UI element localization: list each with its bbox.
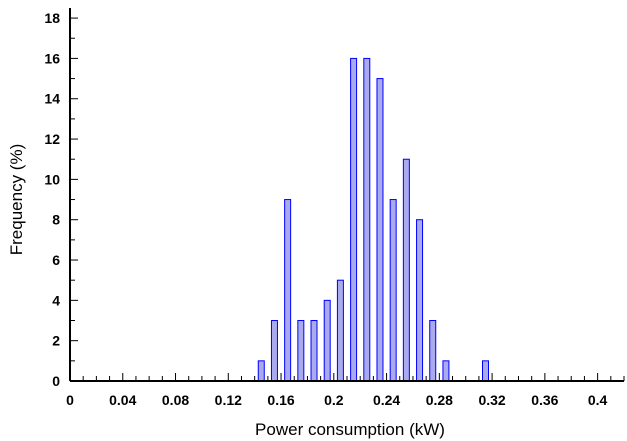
x-tick-label: 0.12 [215, 392, 242, 408]
y-ticks-group: 0 2 4 6 8 10 12 14 16 18 [44, 10, 78, 389]
y-tick-label: 16 [44, 50, 60, 66]
histogram-bar [297, 320, 305, 382]
x-tick-label: 0.2 [324, 392, 344, 408]
histogram-bar [429, 320, 437, 382]
y-axis-title: Frequency (%) [7, 144, 26, 255]
histogram-bar [323, 299, 331, 382]
histogram-bar [257, 360, 265, 382]
y-tick-label: 10 [44, 171, 60, 187]
histogram-bar [284, 199, 292, 382]
x-tick-label: 0.28 [426, 392, 453, 408]
histogram-bar [416, 219, 424, 382]
histogram-bar [376, 78, 384, 382]
histogram-bar [402, 158, 410, 382]
x-tick-label: 0.08 [162, 392, 189, 408]
y-tick-label: 8 [52, 212, 60, 228]
y-tick-label: 0 [52, 373, 60, 389]
histogram-bar [270, 320, 278, 382]
x-tick-label: 0.04 [109, 392, 136, 408]
x-tick-label: 0 [66, 392, 74, 408]
histogram-bar [442, 360, 450, 382]
histogram-bar [336, 279, 344, 382]
y-tick-label: 4 [52, 292, 60, 308]
x-tick-label: 0.4 [588, 392, 608, 408]
histogram-bar [482, 360, 489, 382]
x-tick-label: 0.36 [531, 392, 558, 408]
y-tick-label: 2 [52, 333, 60, 349]
histogram-bar [310, 320, 318, 382]
y-tick-label: 14 [44, 91, 60, 107]
x-axis-title: Power consumption (kW) [255, 420, 445, 439]
x-tick-label: 0.24 [373, 392, 400, 408]
y-tick-label: 18 [44, 10, 60, 26]
histogram-bar [363, 57, 371, 382]
bars-group [257, 57, 489, 382]
axes-group [69, 8, 624, 382]
x-ticks-group: 0 0.04 0.08 0.12 0.16 0.2 0.24 0.28 0.32 0.36 0.4 [66, 373, 625, 408]
histogram-bar [350, 57, 358, 382]
x-tick-label: 0.16 [267, 392, 294, 408]
y-tick-label: 6 [52, 252, 60, 268]
x-tick-label: 0.32 [478, 392, 505, 408]
y-tick-label: 12 [44, 131, 60, 147]
histogram-bar [389, 199, 397, 382]
